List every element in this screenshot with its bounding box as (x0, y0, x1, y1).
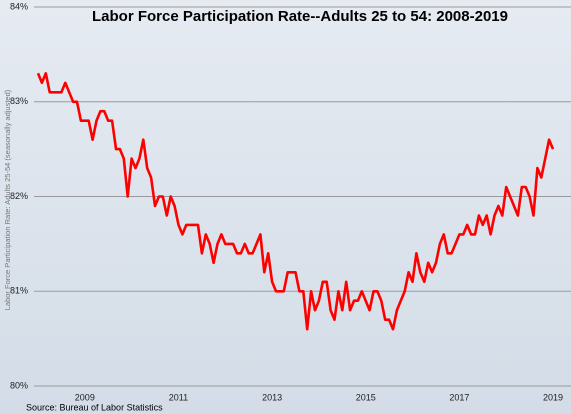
y-tick-label: 81% (10, 286, 28, 296)
x-tick-label: 2017 (449, 392, 469, 402)
y-tick-label: 84% (10, 1, 28, 11)
data-line (36, 72, 555, 331)
y-tick-label: 83% (10, 96, 28, 106)
x-tick-label: 2019 (543, 392, 563, 402)
y-tick-label: 80% (10, 380, 28, 390)
y-tick-label: 82% (10, 191, 28, 201)
x-tick-label: 2011 (169, 392, 188, 402)
x-tick-label: 2009 (75, 392, 95, 402)
chart-title: Labor Force Participation Rate--Adults 2… (92, 8, 508, 25)
x-tick-label: 2013 (262, 392, 282, 402)
y-axis-label: Labor Force Participation Rate: Adults 2… (3, 89, 12, 310)
source-note: Source: Bureau of Labor Statistics (26, 402, 163, 412)
x-tick-label: 2015 (356, 392, 376, 402)
